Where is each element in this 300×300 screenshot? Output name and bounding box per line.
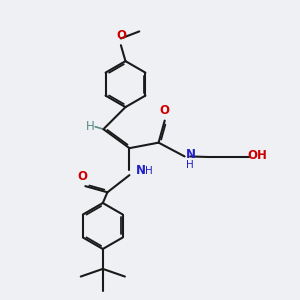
Text: N: N bbox=[136, 164, 146, 177]
Text: H: H bbox=[186, 160, 194, 170]
Text: O: O bbox=[160, 104, 170, 117]
Text: OH: OH bbox=[247, 149, 267, 162]
Text: H: H bbox=[145, 166, 152, 176]
Text: O: O bbox=[77, 170, 87, 183]
Text: N: N bbox=[186, 148, 196, 161]
Text: H: H bbox=[86, 120, 95, 133]
Text: O: O bbox=[116, 28, 126, 41]
